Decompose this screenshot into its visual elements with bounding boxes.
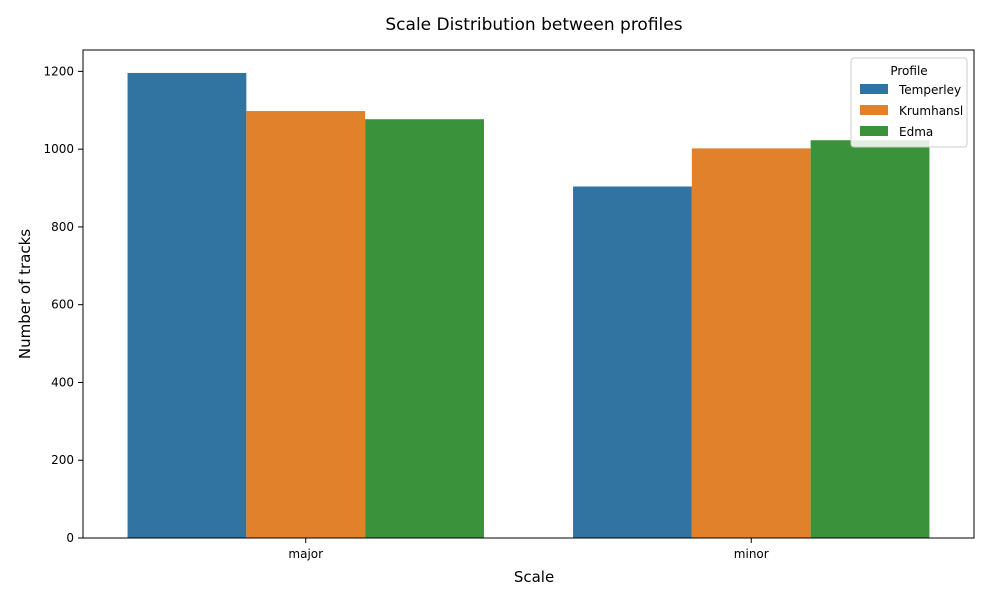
y-axis-label: Number of tracks xyxy=(16,229,34,359)
y-tick-label: 400 xyxy=(51,375,74,389)
legend-swatch-edma xyxy=(860,126,888,136)
bar-temperley-minor xyxy=(573,186,692,538)
legend-swatch-krumhansl xyxy=(860,105,888,115)
legend-title: Profile xyxy=(890,64,927,78)
y-axis-ticks: 0 200 400 600 800 1000 1200 xyxy=(43,64,83,545)
legend: Profile Temperley Krumhansl Edma xyxy=(850,57,968,148)
bar-krumhansl-minor xyxy=(691,148,811,538)
bar-edma-major xyxy=(365,119,484,538)
bars-group xyxy=(127,72,930,538)
y-tick-label: 200 xyxy=(51,453,74,467)
y-tick-label: 1000 xyxy=(43,142,74,156)
y-tick-label: 800 xyxy=(51,220,74,234)
y-tick-label: 600 xyxy=(51,298,74,312)
legend-label-temperley: Temperley xyxy=(898,83,961,97)
x-axis-ticks: major minor xyxy=(288,538,769,561)
legend-swatch-temperley xyxy=(860,84,888,94)
bar-krumhansl-major xyxy=(246,111,366,538)
chart-title: Scale Distribution between profiles xyxy=(385,15,682,35)
bar-temperley-major xyxy=(127,72,247,538)
y-tick-label: 1200 xyxy=(43,64,74,78)
legend-items: Temperley Krumhansl Edma xyxy=(860,83,963,139)
x-tick-label-minor: minor xyxy=(734,547,769,561)
x-axis-label: Scale xyxy=(514,568,554,586)
legend-box xyxy=(850,57,968,148)
legend-label-krumhansl: Krumhansl xyxy=(899,104,963,118)
x-tick-label-major: major xyxy=(288,547,323,561)
y-tick-label: 0 xyxy=(66,531,74,545)
plot-frame xyxy=(82,49,975,539)
legend-label-edma: Edma xyxy=(899,125,933,139)
bar-edma-minor xyxy=(810,140,930,538)
